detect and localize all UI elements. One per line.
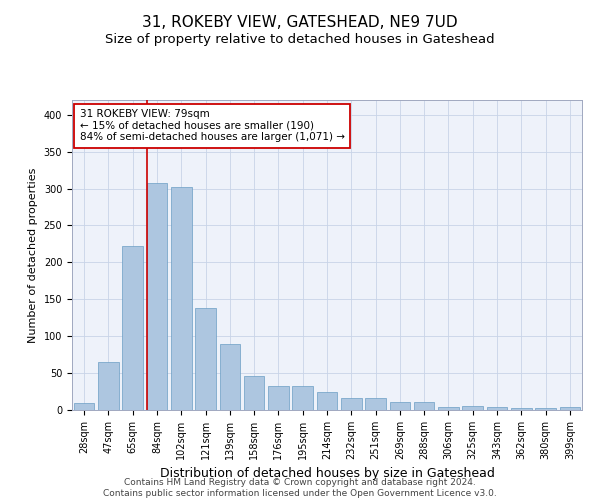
Bar — [122, 246, 143, 410]
Bar — [341, 398, 362, 410]
Bar — [463, 406, 483, 410]
Bar — [389, 402, 410, 410]
Bar — [560, 407, 580, 410]
X-axis label: Distribution of detached houses by size in Gateshead: Distribution of detached houses by size … — [160, 468, 494, 480]
Bar — [220, 344, 240, 410]
Bar — [195, 308, 216, 410]
Bar — [438, 407, 459, 410]
Bar — [292, 386, 313, 410]
Bar — [317, 392, 337, 410]
Text: 31 ROKEBY VIEW: 79sqm
← 15% of detached houses are smaller (190)
84% of semi-det: 31 ROKEBY VIEW: 79sqm ← 15% of detached … — [80, 110, 344, 142]
Bar — [98, 362, 119, 410]
Bar — [414, 402, 434, 410]
Bar — [146, 184, 167, 410]
Bar — [171, 187, 191, 410]
Text: 31, ROKEBY VIEW, GATESHEAD, NE9 7UD: 31, ROKEBY VIEW, GATESHEAD, NE9 7UD — [142, 15, 458, 30]
Text: Contains HM Land Registry data © Crown copyright and database right 2024.
Contai: Contains HM Land Registry data © Crown c… — [103, 478, 497, 498]
Text: Size of property relative to detached houses in Gateshead: Size of property relative to detached ho… — [105, 32, 495, 46]
Bar — [244, 376, 265, 410]
Bar — [268, 386, 289, 410]
Bar — [365, 398, 386, 410]
Bar — [487, 407, 508, 410]
Y-axis label: Number of detached properties: Number of detached properties — [28, 168, 38, 342]
Bar — [535, 408, 556, 410]
Bar — [511, 408, 532, 410]
Bar — [74, 404, 94, 410]
